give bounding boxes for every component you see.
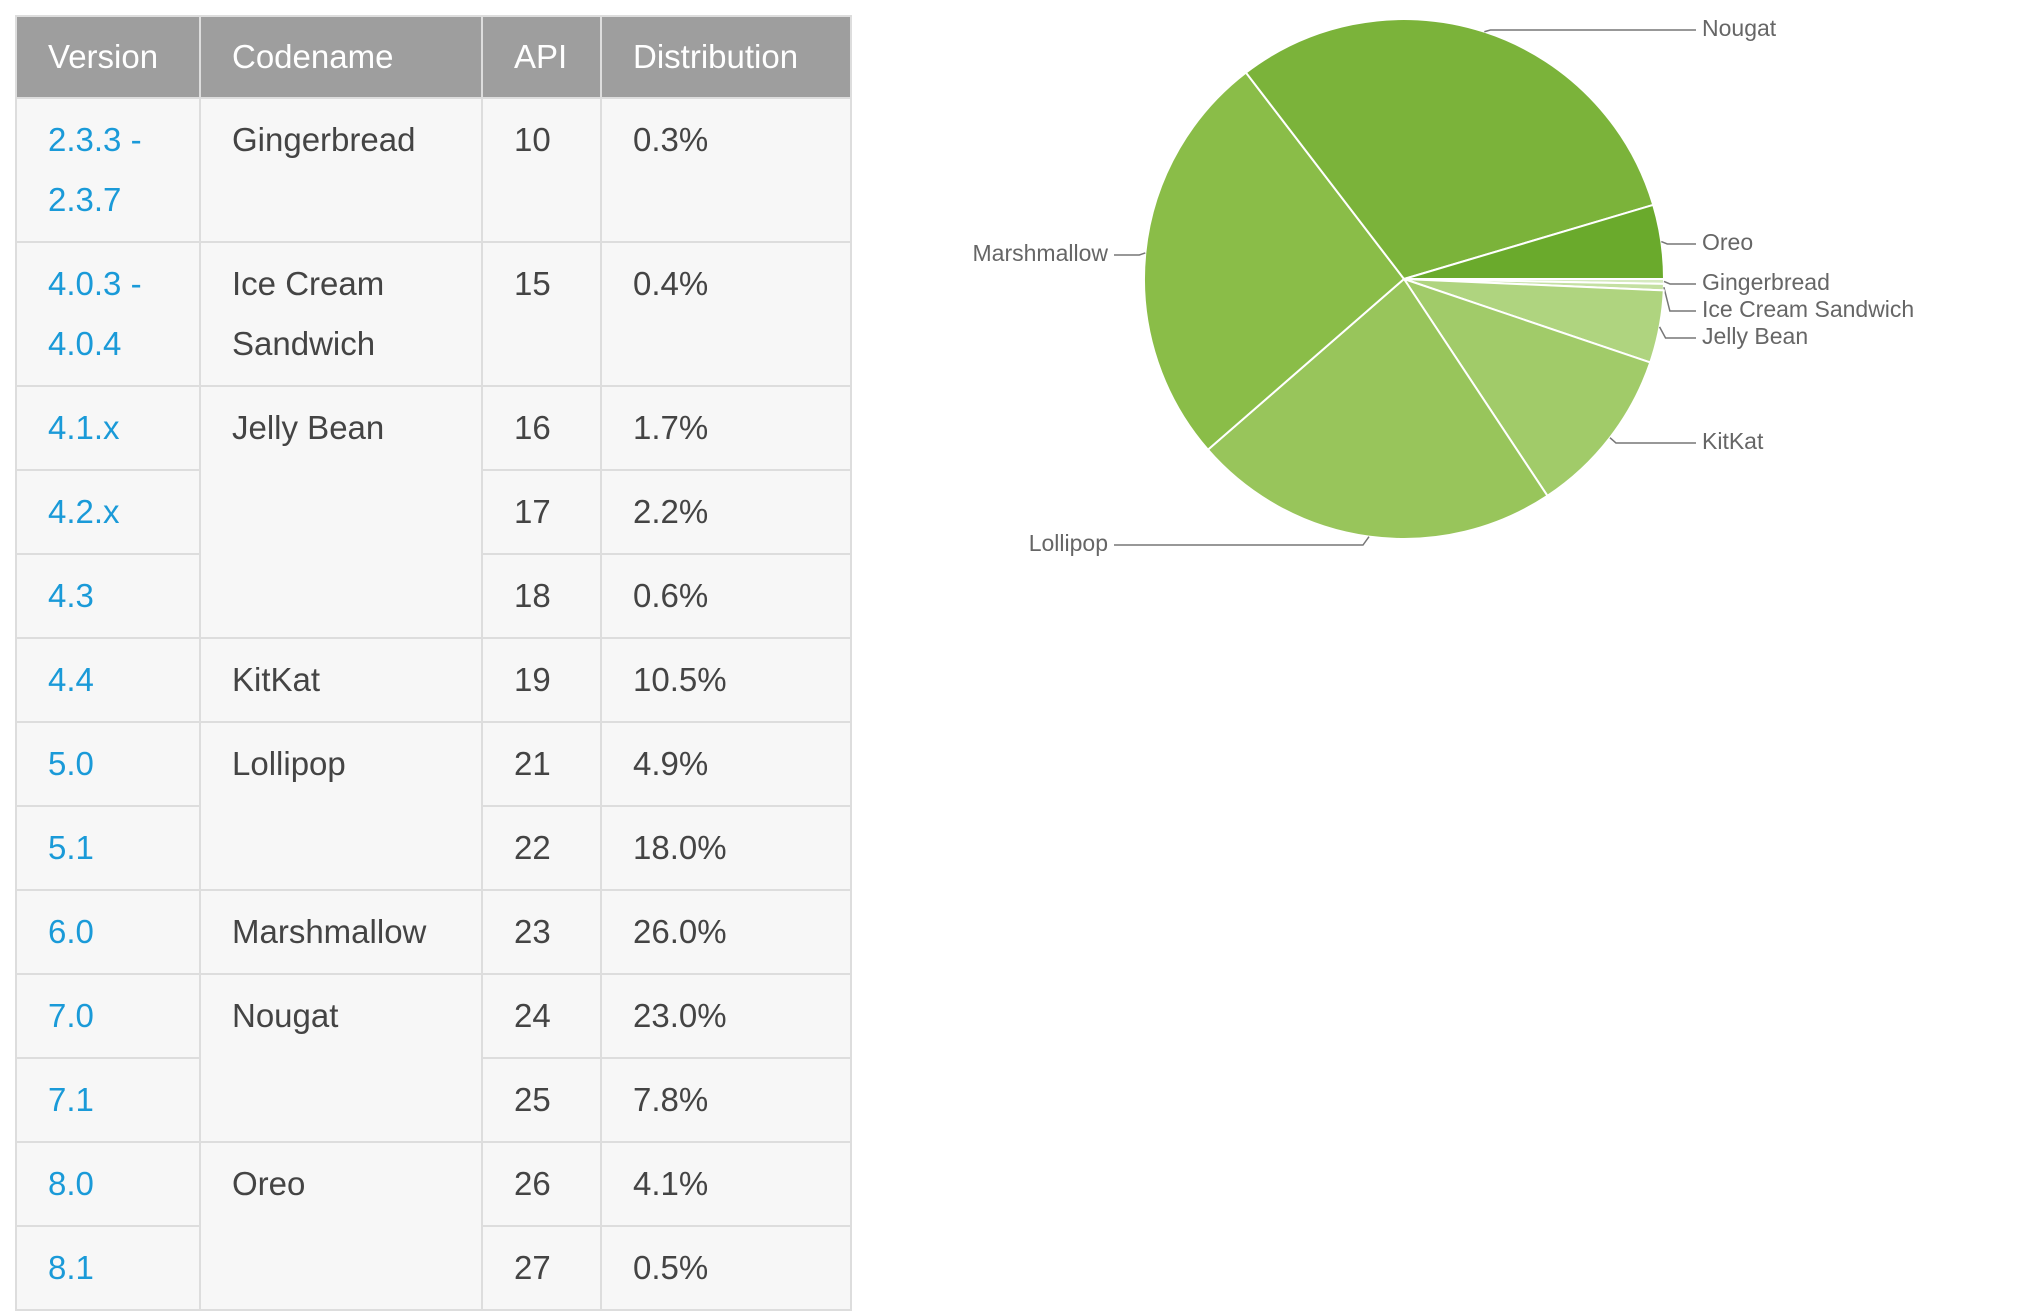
- slice-label: Oreo: [1702, 229, 1753, 255]
- api-cell: 23: [481, 889, 602, 975]
- header-cell: API: [481, 15, 602, 99]
- codename-cell: Jelly Bean: [199, 385, 483, 639]
- codename-cell: Lollipop: [199, 721, 483, 891]
- slice-label: Ice Cream Sandwich: [1702, 296, 1914, 322]
- distribution-cell: 10.5%: [600, 637, 852, 723]
- leader-line: [1661, 240, 1696, 245]
- distribution-cell: 0.3%: [600, 97, 852, 243]
- distribution-cell: 0.6%: [600, 553, 852, 639]
- version-cell: 2.3.3 - 2.3.7: [15, 97, 201, 243]
- codename-cell: KitKat: [199, 637, 483, 723]
- distribution-table: Version Codename API Distribution 2.3.3 - 2…: [15, 15, 852, 1311]
- api-cell: 27: [481, 1225, 602, 1311]
- table-row: 4.1.x Jelly Bean 16 1.7%: [15, 385, 852, 639]
- version-cell: 4.4: [15, 637, 201, 723]
- slice-label: Lollipop: [1029, 530, 1108, 556]
- version-cell: 4.2.x: [15, 469, 201, 555]
- table-row: 7.1 25 7.8%: [15, 1057, 852, 1143]
- api-cell: 10: [481, 97, 602, 243]
- version-cell: 8.1: [15, 1225, 201, 1311]
- version-cell: 8.0: [15, 1141, 201, 1227]
- api-cell: 18: [481, 553, 602, 639]
- codename-cell: Ice Cream Sandwich: [199, 241, 483, 387]
- table-row: 4.3 18 0.6%: [15, 553, 852, 639]
- leader-line: [1658, 326, 1696, 339]
- api-cell: 21: [481, 721, 602, 807]
- distribution-cell: 1.7%: [600, 385, 852, 471]
- codename-cell: Nougat: [199, 973, 483, 1143]
- version-cell: 5.0: [15, 721, 201, 807]
- slice-label: Jelly Bean: [1702, 323, 1808, 349]
- table-row: 2.3.3 - 2.3.7 Gingerbread 10 0.3%: [15, 97, 852, 243]
- header-cell: Version: [15, 15, 201, 99]
- api-cell: 17: [481, 469, 602, 555]
- codename-cell: Gingerbread: [199, 97, 483, 243]
- distribution-cell: 7.8%: [600, 1057, 852, 1143]
- distribution-cell: 18.0%: [600, 805, 852, 891]
- version-cell: 6.0: [15, 889, 201, 975]
- api-cell: 26: [481, 1141, 602, 1227]
- codename-cell: Marshmallow: [199, 889, 483, 975]
- codename-cell: Oreo: [199, 1141, 483, 1311]
- table-row: 5.1 22 18.0%: [15, 805, 852, 891]
- leader-line: [1114, 536, 1370, 546]
- table-row: 8.0 Oreo 26 4.1%: [15, 1141, 852, 1311]
- version-cell: 4.0.3 - 4.0.4: [15, 241, 201, 387]
- distribution-cell: 0.4%: [600, 241, 852, 387]
- header-cell: Distribution: [600, 15, 852, 99]
- version-cell: 7.0: [15, 973, 201, 1059]
- leader-line: [1663, 286, 1696, 312]
- table-row: 4.2.x 17 2.2%: [15, 469, 852, 555]
- table-row: 5.0 Lollipop 21 4.9%: [15, 721, 852, 891]
- slice-label: Marshmallow: [973, 240, 1109, 266]
- api-cell: 22: [481, 805, 602, 891]
- api-cell: 24: [481, 973, 602, 1059]
- leader-line: [1114, 252, 1146, 256]
- header-row: Version Codename API Distribution: [15, 15, 852, 99]
- table-row: 8.1 27 0.5%: [15, 1225, 852, 1311]
- version-cell: 7.1: [15, 1057, 201, 1143]
- version-cell: 5.1: [15, 805, 201, 891]
- table-row: 7.0 Nougat 24 23.0%: [15, 973, 852, 1143]
- distribution-cell: 23.0%: [600, 973, 852, 1059]
- slice-label: KitKat: [1702, 428, 1764, 454]
- version-cell: 4.3: [15, 553, 201, 639]
- version-cell: 4.1.x: [15, 385, 201, 471]
- leader-line: [1484, 29, 1696, 33]
- table-row: 4.4 KitKat 19 10.5%: [15, 637, 852, 723]
- distribution-cell: 26.0%: [600, 889, 852, 975]
- pie-slice: [1401, 277, 1652, 498]
- leader-line: [1663, 280, 1696, 285]
- leader-line: [1609, 437, 1696, 444]
- api-cell: 19: [481, 637, 602, 723]
- distribution-cell: 0.5%: [600, 1225, 852, 1311]
- api-cell: 16: [481, 385, 602, 471]
- table-row: 4.0.3 - 4.0.4 Ice Cream Sandwich 15 0.4%: [15, 241, 852, 387]
- table-row: 6.0 Marshmallow 23 26.0%: [15, 889, 852, 975]
- api-cell: 25: [481, 1057, 602, 1143]
- api-cell: 15: [481, 241, 602, 387]
- distribution-cell: 4.9%: [600, 721, 852, 807]
- header-cell: Codename: [199, 15, 483, 99]
- table-body: 2.3.3 - 2.3.7 Gingerbread 10 0.3% 4.0.3 - 4.…: [15, 97, 852, 1311]
- slice-label: Nougat: [1702, 15, 1777, 41]
- distribution-cell: 2.2%: [600, 469, 852, 555]
- slice-label: Gingerbread: [1702, 269, 1830, 295]
- distribution-cell: 4.1%: [600, 1141, 852, 1227]
